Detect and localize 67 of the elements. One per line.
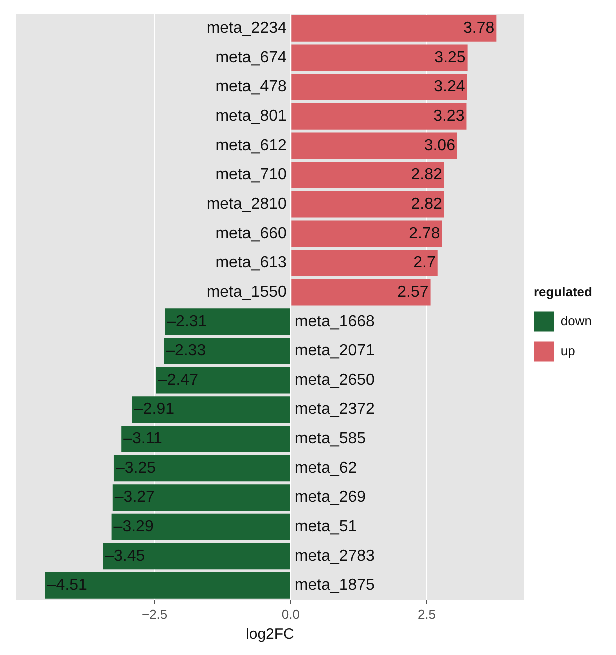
data-label: 3.25 xyxy=(434,49,466,66)
x-tick-label: 0.0 xyxy=(282,606,300,622)
data-label: –3.25 xyxy=(116,460,156,477)
data-label: 3.06 xyxy=(424,137,456,154)
y-tick-label: meta_660 xyxy=(216,225,287,242)
bar xyxy=(292,220,442,248)
data-label: 2.82 xyxy=(411,196,443,213)
data-label: –2.91 xyxy=(134,401,175,418)
legend-label: up xyxy=(560,343,576,358)
y-tick-label: meta_710 xyxy=(216,166,287,184)
y-tick-label: meta_2372 xyxy=(294,401,376,418)
y-tick-label: meta_2650 xyxy=(294,372,376,389)
y-tick-label: meta_674 xyxy=(216,49,287,66)
bar xyxy=(45,572,290,599)
bar xyxy=(156,367,290,394)
y-tick-label: meta_1668 xyxy=(294,313,376,330)
legend-label: down xyxy=(560,313,592,328)
y-tick-label: meta_1875 xyxy=(294,577,376,594)
y-tick-label: meta_1550 xyxy=(206,284,287,301)
bar xyxy=(112,484,290,511)
legend-title: regulated xyxy=(534,284,593,300)
data-label: –2.33 xyxy=(166,342,206,360)
y-tick-label: meta_801 xyxy=(216,108,287,126)
y-tick-label: meta_2071 xyxy=(294,342,376,360)
data-label: 2.57 xyxy=(398,284,429,301)
y-tick-label: meta_478 xyxy=(216,78,287,96)
bar xyxy=(122,426,290,452)
y-tick-label: meta_612 xyxy=(216,137,287,154)
bar xyxy=(103,543,290,570)
bar xyxy=(114,455,290,482)
y-tick-label: meta_2810 xyxy=(206,196,287,213)
x-axis-title: log2FC xyxy=(246,626,295,644)
y-tick-label: meta_2783 xyxy=(294,548,376,565)
y-tick-label: meta_585 xyxy=(294,430,366,448)
y-tick-label: meta_2234 xyxy=(206,20,287,38)
bar xyxy=(292,15,497,42)
data-label: 2.82 xyxy=(411,166,443,184)
x-tick-label: −2.5 xyxy=(142,606,168,622)
bar xyxy=(164,338,290,364)
data-label: –3.27 xyxy=(114,489,156,506)
bar xyxy=(292,250,438,276)
data-label: –3.45 xyxy=(105,548,146,565)
data-label: –3.29 xyxy=(114,518,154,536)
data-label: 2.78 xyxy=(409,225,440,242)
bar xyxy=(292,44,468,72)
bar xyxy=(292,279,431,306)
data-label: –4.51 xyxy=(47,577,88,594)
x-tick-label: 2.5 xyxy=(418,606,436,622)
y-tick-label: meta_62 xyxy=(294,460,358,477)
bar xyxy=(292,132,458,160)
data-label: 3.24 xyxy=(434,78,466,96)
data-label: –2.47 xyxy=(158,372,199,389)
bar xyxy=(292,162,444,188)
data-label: –3.11 xyxy=(124,430,163,448)
y-tick-label: meta_613 xyxy=(216,254,287,272)
bar xyxy=(292,191,444,218)
bar xyxy=(112,514,290,540)
data-label: 2.7 xyxy=(414,254,436,272)
bar xyxy=(292,74,468,100)
bar xyxy=(165,308,290,336)
data-label: –2.31 xyxy=(167,313,208,330)
data-label: 3.78 xyxy=(464,20,495,38)
bar xyxy=(292,103,467,130)
y-tick-label: meta_51 xyxy=(294,518,358,536)
y-tick-label: meta_269 xyxy=(294,489,366,506)
data-label: 3.23 xyxy=(434,108,465,126)
bar xyxy=(132,396,290,424)
